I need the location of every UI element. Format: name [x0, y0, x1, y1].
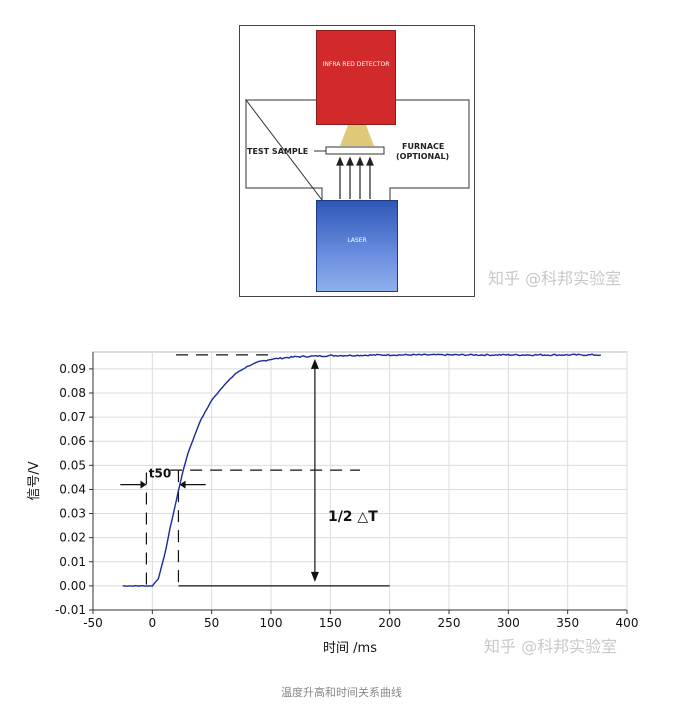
- y-axis-label: 信号/V: [27, 461, 42, 500]
- y-tick-label: 0.00: [59, 579, 86, 593]
- x-tick-label: 300: [497, 616, 520, 630]
- x-tick-label: 350: [556, 616, 579, 630]
- infrared-detector: INFRA RED DETECTOR: [316, 30, 396, 125]
- laser-source: LASER: [316, 200, 398, 292]
- furnace-label: FURNACE: [402, 142, 445, 151]
- furnace-optional-label: (OPTIONAL): [396, 152, 450, 161]
- t50-arrow-left-head: [140, 480, 147, 489]
- schematic-svg: [245, 98, 470, 202]
- chart-annotations: [120, 354, 390, 587]
- x-tick-label: 50: [204, 616, 219, 630]
- x-tick-label: 100: [260, 616, 283, 630]
- delta-arrow-head-top: [310, 358, 319, 369]
- y-tick-label: 0.07: [59, 410, 86, 424]
- chart-grid: [92, 351, 628, 611]
- t50-arrow-right-head: [179, 480, 186, 489]
- delta-t-label: 1/2 △T: [328, 509, 378, 525]
- delta-arrow-head-bottom: [310, 571, 319, 582]
- signal-chart: -50 0 50 100 150 200 250 300 350 400 0.09 0.08 0.07 0…: [27, 351, 639, 656]
- test-sample-label: TEST SAMPLE: [247, 147, 309, 156]
- x-tick-label: 400: [616, 616, 639, 630]
- y-tick-label: 0.08: [59, 386, 86, 400]
- signal-curve: [122, 353, 602, 587]
- y-tick-label: 0.02: [59, 531, 86, 545]
- chart-ticks: -50 0 50 100 150 200 250 300 350 400 0.09 0.08 0.07 0…: [55, 352, 639, 630]
- x-tick-label: 0: [149, 616, 157, 630]
- y-tick-label: 0.09: [59, 362, 86, 376]
- watermark-top: 知乎 @科邦实验室: [488, 269, 622, 288]
- x-tick-label: 150: [319, 616, 342, 630]
- ir-beam: [340, 125, 374, 146]
- y-tick-label: 0.01: [59, 555, 86, 569]
- detector-label: INFRA RED DETECTOR: [322, 61, 390, 68]
- y-tick-label: 0.05: [59, 458, 86, 472]
- figure-caption: 温度升高和时间关系曲线: [281, 686, 402, 699]
- x-tick-label: -50: [83, 616, 103, 630]
- y-tick-label: 0.03: [59, 507, 86, 521]
- laser-arrows: [336, 156, 374, 199]
- y-tick-label: -0.01: [55, 603, 86, 617]
- laser-label: LASER: [347, 237, 367, 244]
- t50-label: t50: [149, 466, 171, 480]
- x-tick-label: 250: [438, 616, 461, 630]
- plot-frame: [92, 351, 628, 611]
- x-tick-label: 200: [378, 616, 401, 630]
- watermark-bottom: 知乎 @科邦实验室: [484, 637, 618, 656]
- y-tick-label: 0.06: [59, 434, 86, 448]
- x-axis-label: 时间 /ms: [323, 641, 377, 656]
- y-tick-label: 0.04: [59, 482, 86, 496]
- test-sample-plate: [325, 146, 385, 155]
